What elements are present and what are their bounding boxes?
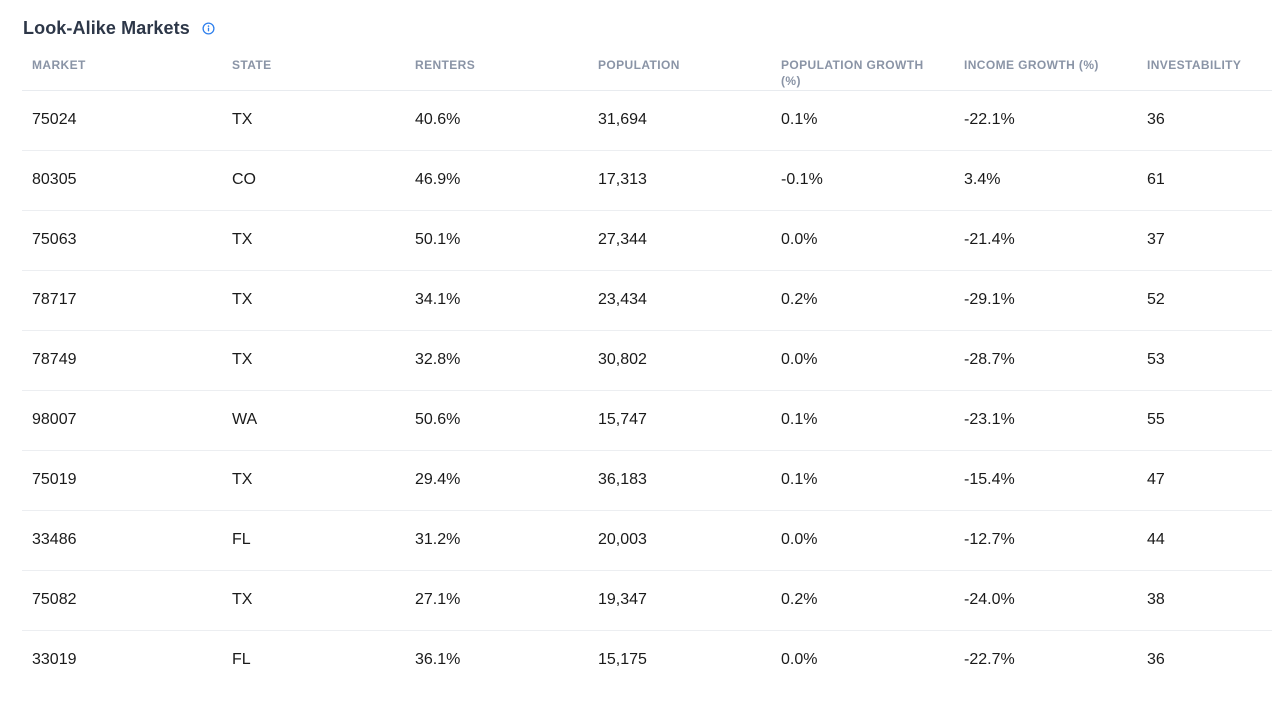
column-header-population-growth[interactable]: POPULATION GROWTH (%) bbox=[771, 48, 954, 91]
cell-renters: 32.8% bbox=[405, 330, 588, 391]
cell-population: 23,434 bbox=[588, 270, 771, 331]
table-row[interactable]: 75024 TX 40.6% 31,694 0.1% -22.1% 36 bbox=[22, 90, 1272, 151]
cell-investability: 47 bbox=[1137, 450, 1272, 511]
cell-population-growth: 0.0% bbox=[771, 210, 954, 271]
panel-title: Look-Alike Markets bbox=[23, 17, 190, 38]
cell-state: CO bbox=[222, 150, 405, 211]
cell-renters: 46.9% bbox=[405, 150, 588, 211]
cell-renters: 50.1% bbox=[405, 210, 588, 271]
column-header-investability[interactable]: INVESTABILITY bbox=[1137, 48, 1272, 91]
table-row[interactable]: 80305 CO 46.9% 17,313 -0.1% 3.4% 61 bbox=[22, 150, 1272, 211]
cell-renters: 34.1% bbox=[405, 270, 588, 331]
cell-state: FL bbox=[232, 651, 251, 669]
cell-investability: 55 bbox=[1137, 390, 1272, 451]
cell-population-growth: 0.1% bbox=[771, 390, 954, 451]
cell-investability: 61 bbox=[1137, 150, 1272, 211]
table-body: 75024 TX 40.6% 31,694 0.1% -22.1% 36 803… bbox=[22, 90, 1272, 690]
table-row[interactable]: 33486 FL 31.2% 20,003 0.0% -12.7% 44 bbox=[22, 510, 1272, 571]
cell-renters: 29.4% bbox=[405, 450, 588, 511]
cell-investability: 52 bbox=[1137, 270, 1272, 331]
cell-population-growth: 0.1% bbox=[771, 450, 954, 511]
cell-income-growth: -12.7% bbox=[954, 510, 1137, 571]
cell-state: FL bbox=[222, 510, 405, 571]
cell-investability: 53 bbox=[1137, 330, 1272, 391]
cell-investability: 36 bbox=[1137, 90, 1272, 151]
markets-table: MARKET STATE RENTERS POPULATION POPULATI… bbox=[22, 48, 1272, 690]
header-row: MARKET STATE RENTERS POPULATION POPULATI… bbox=[22, 48, 1272, 91]
cell-income-growth: -22.7% bbox=[964, 651, 1015, 669]
cell-state: TX bbox=[222, 330, 405, 391]
cell-income-growth: -24.0% bbox=[954, 570, 1137, 631]
column-header-state[interactable]: STATE bbox=[222, 48, 405, 91]
table-header: MARKET STATE RENTERS POPULATION POPULATI… bbox=[22, 48, 1272, 91]
cell-investability: 44 bbox=[1137, 510, 1272, 571]
table-row[interactable]: 33019 FL 36.1% 15,175 0.0% -22.7% 36 bbox=[22, 630, 1272, 690]
cell-state: WA bbox=[222, 390, 405, 451]
cell-state: TX bbox=[222, 210, 405, 271]
table-row[interactable]: 75019 TX 29.4% 36,183 0.1% -15.4% 47 bbox=[22, 450, 1272, 511]
cell-renters: 36.1% bbox=[415, 651, 461, 669]
cell-market: 75063 bbox=[22, 210, 222, 271]
table-row[interactable]: 98007 WA 50.6% 15,747 0.1% -23.1% 55 bbox=[22, 390, 1272, 451]
cell-population-growth: 0.2% bbox=[771, 270, 954, 331]
cell-income-growth: -15.4% bbox=[954, 450, 1137, 511]
cell-income-growth: -29.1% bbox=[954, 270, 1137, 331]
cell-population: 20,003 bbox=[588, 510, 771, 571]
cell-population-growth: 0.0% bbox=[771, 510, 954, 571]
cell-population-growth: 0.0% bbox=[781, 651, 818, 669]
column-header-population[interactable]: POPULATION bbox=[588, 48, 771, 91]
cell-state: TX bbox=[222, 90, 405, 151]
cell-population-growth: 0.1% bbox=[771, 90, 954, 151]
cell-market: 78717 bbox=[22, 270, 222, 331]
cell-renters: 27.1% bbox=[405, 570, 588, 631]
cell-market: 33019 bbox=[32, 651, 77, 669]
cell-population: 27,344 bbox=[588, 210, 771, 271]
table-row[interactable]: 75063 TX 50.1% 27,344 0.0% -21.4% 37 bbox=[22, 210, 1272, 271]
cell-population: 30,802 bbox=[588, 330, 771, 391]
cell-population: 19,347 bbox=[588, 570, 771, 631]
cell-population-growth: -0.1% bbox=[771, 150, 954, 211]
cell-state: TX bbox=[222, 270, 405, 331]
column-header-income-growth[interactable]: INCOME GROWTH (%) bbox=[954, 48, 1137, 91]
cell-income-growth: -28.7% bbox=[954, 330, 1137, 391]
cell-renters: 40.6% bbox=[405, 90, 588, 151]
table-row[interactable]: 75082 TX 27.1% 19,347 0.2% -24.0% 38 bbox=[22, 570, 1272, 631]
cell-population: 17,313 bbox=[588, 150, 771, 211]
cell-renters: 31.2% bbox=[405, 510, 588, 571]
cell-investability: 37 bbox=[1137, 210, 1272, 271]
cell-population-growth: 0.2% bbox=[771, 570, 954, 631]
cell-market: 75082 bbox=[22, 570, 222, 631]
panel-header: Look-Alike Markets bbox=[23, 16, 216, 40]
info-circle-icon[interactable] bbox=[202, 22, 216, 36]
cell-market: 33486 bbox=[22, 510, 222, 571]
table-row[interactable]: 78717 TX 34.1% 23,434 0.2% -29.1% 52 bbox=[22, 270, 1272, 331]
cell-income-growth: -21.4% bbox=[954, 210, 1137, 271]
cell-investability: 38 bbox=[1137, 570, 1272, 631]
cell-population: 15,175 bbox=[598, 651, 647, 669]
cell-market: 75019 bbox=[22, 450, 222, 511]
cell-income-growth: 3.4% bbox=[954, 150, 1137, 211]
cell-investability: 36 bbox=[1147, 651, 1165, 669]
column-header-renters[interactable]: RENTERS bbox=[405, 48, 588, 91]
cell-renters: 50.6% bbox=[405, 390, 588, 451]
cell-income-growth: -23.1% bbox=[954, 390, 1137, 451]
cell-market: 80305 bbox=[22, 150, 222, 211]
cell-market: 98007 bbox=[22, 390, 222, 451]
cell-state: TX bbox=[222, 570, 405, 631]
cell-income-growth: -22.1% bbox=[954, 90, 1137, 151]
table-row[interactable]: 78749 TX 32.8% 30,802 0.0% -28.7% 53 bbox=[22, 330, 1272, 391]
cell-market: 75024 bbox=[22, 90, 222, 151]
cell-population-growth: 0.0% bbox=[771, 330, 954, 391]
cell-population: 15,747 bbox=[588, 390, 771, 451]
column-header-market[interactable]: MARKET bbox=[22, 48, 222, 91]
cell-population: 31,694 bbox=[588, 90, 771, 151]
cell-state: TX bbox=[222, 450, 405, 511]
cell-market: 78749 bbox=[22, 330, 222, 391]
cell-population: 36,183 bbox=[588, 450, 771, 511]
